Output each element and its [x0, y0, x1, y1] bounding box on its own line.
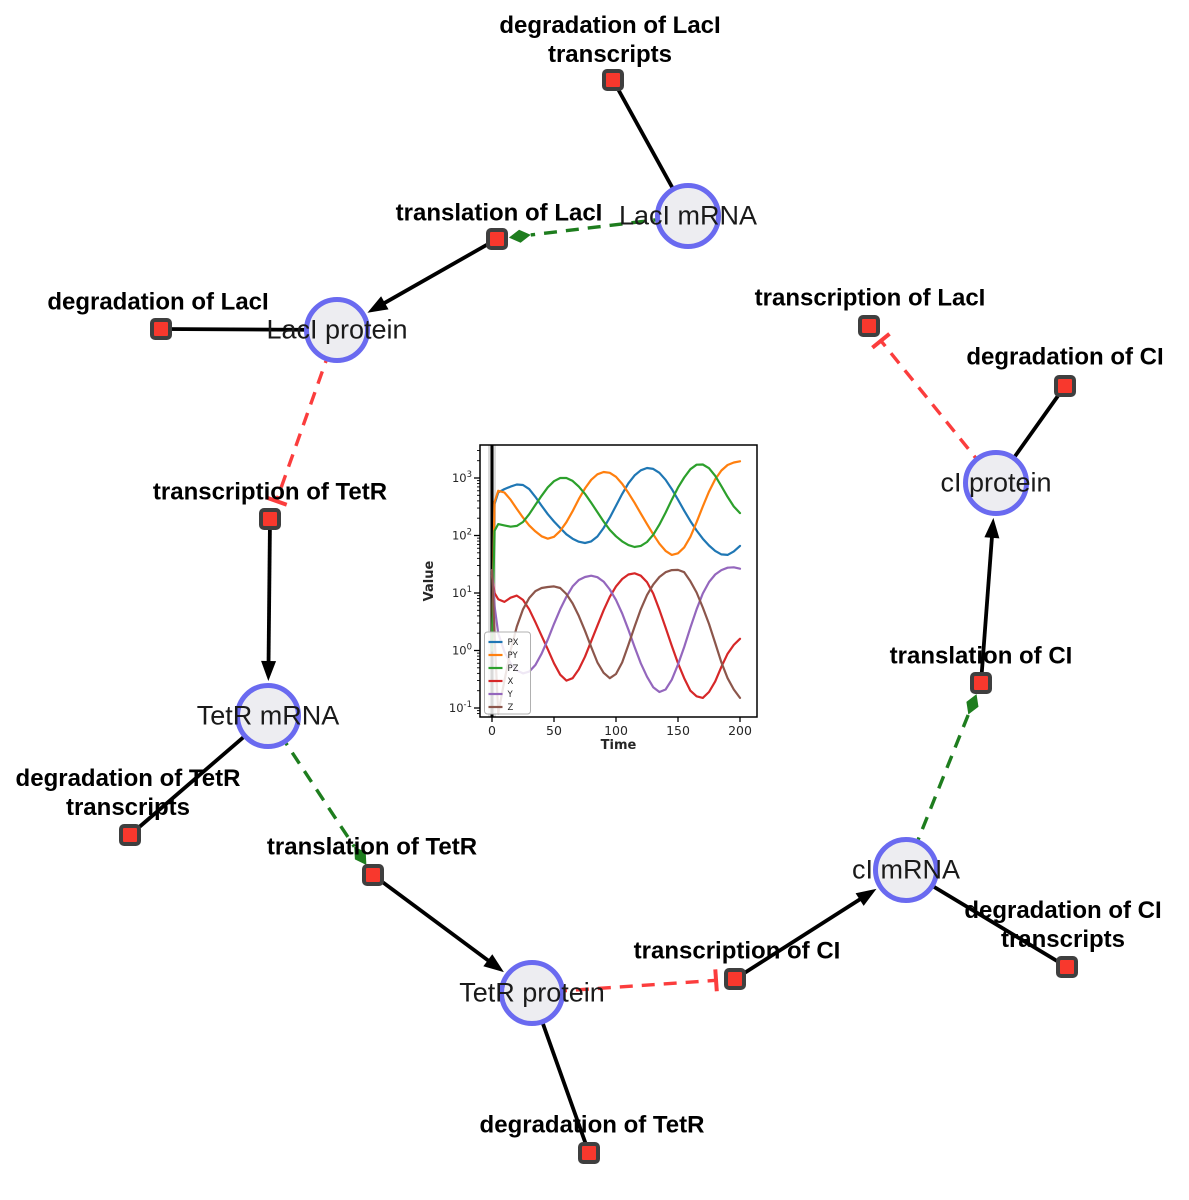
species-node-ci-mrna[interactable]: [873, 837, 939, 903]
edge-translation-laci-to-laci-protein-arrowhead: [367, 296, 389, 313]
edge-transcription-ci-to-ci-mrna-arrowhead: [855, 888, 877, 906]
species-node-tetr-mrna[interactable]: [235, 683, 301, 749]
edge-translation-laci-to-laci-protein: [380, 237, 498, 307]
reaction-node-deg-laci[interactable]: [150, 318, 172, 340]
x-axis-title: Time: [601, 738, 637, 753]
species-node-ci-protein[interactable]: [963, 450, 1029, 516]
reaction-label-deg-ci-transcripts: degradation of CI transcripts: [964, 897, 1162, 953]
legend-label-X: X: [508, 677, 514, 687]
y-axis-title: Value: [422, 560, 437, 601]
species-node-tetr-protein[interactable]: [499, 960, 565, 1026]
reaction-label-transcription-laci: transcription of LacI: [754, 284, 986, 312]
edge-translation-tetr-to-tetr-protein: [371, 873, 493, 965]
legend-label-PX: PX: [508, 638, 519, 648]
reaction-label-translation-laci: translation of LacI: [395, 199, 603, 227]
reaction-node-deg-tetr-transcripts[interactable]: [119, 824, 141, 846]
legend-box: [484, 631, 531, 715]
series-line-PZ: [490, 463, 742, 652]
reaction-node-translation-laci[interactable]: [486, 228, 508, 250]
reaction-node-deg-ci[interactable]: [1054, 375, 1076, 397]
edge-transcription-tetr-to-tetr-mrna-arrowhead: [261, 660, 277, 682]
edge-translation-tetr-to-tetr-protein-arrowhead: [483, 954, 504, 973]
y-tick-label-1e1: 101: [452, 585, 472, 600]
reaction-label-translation-ci: translation of CI: [889, 642, 1073, 670]
legend-label-Z: Z: [508, 703, 514, 713]
reaction-label-deg-laci: degradation of LacI: [47, 288, 269, 316]
reaction-label-transcription-ci: transcription of CI: [633, 937, 841, 965]
series-line-Y: [490, 566, 742, 694]
reaction-node-deg-laci-transcripts[interactable]: [602, 69, 624, 91]
y-tick-label-1e3: 103: [452, 470, 472, 485]
species-label-tetr-mrna: TetR mRNA: [196, 700, 340, 731]
reaction-node-transcription-tetr[interactable]: [259, 508, 281, 530]
y-tick-label-1e2: 102: [452, 528, 472, 543]
edge-laci-mrna-to-translation-laci-diamond-head: [508, 229, 531, 243]
edge-ci-mrna-to-translation-ci-diamond-head: [966, 694, 979, 715]
series-line-PY: [490, 460, 742, 652]
x-tick-label-50: 50: [546, 723, 562, 738]
x-tick-label-100: 100: [604, 723, 628, 738]
y-tick-label-1e-1: 10-1: [449, 700, 472, 715]
reaction-node-deg-ci-transcripts[interactable]: [1056, 956, 1078, 978]
y-tick-label-1e0: 100: [452, 643, 472, 658]
series-line-Z: [490, 568, 742, 715]
legend-label-PZ: PZ: [508, 664, 519, 674]
reaction-node-transcription-laci[interactable]: [858, 315, 880, 337]
species-node-laci-mrna[interactable]: [655, 183, 721, 249]
reaction-label-transcription-tetr: transcription of TetR: [152, 478, 388, 506]
species-label-ci-mrna: cI mRNA: [852, 854, 960, 885]
reaction-node-transcription-ci[interactable]: [724, 968, 746, 990]
series-line-X: [490, 572, 742, 700]
legend-label-Y: Y: [507, 690, 514, 700]
species-label-ci-protein: cI protein: [940, 467, 1052, 498]
edge-tetr-protein-to-transcription-ci-tbar-head: [713, 969, 719, 992]
reaction-label-deg-ci: degradation of CI: [966, 343, 1164, 371]
x-tick-label-0: 0: [488, 723, 496, 738]
x-tick-label-150: 150: [666, 723, 690, 738]
reaction-label-translation-tetr: translation of TetR: [266, 833, 478, 861]
edge-transcription-tetr-to-tetr-mrna: [266, 518, 272, 666]
legend-label-PY: PY: [508, 651, 519, 661]
reaction-label-deg-tetr: degradation of TetR: [479, 1111, 705, 1139]
reaction-label-deg-laci-transcripts: degradation of LacI transcripts: [499, 12, 721, 68]
species-label-tetr-protein: TetR protein: [459, 977, 605, 1008]
species-label-laci-protein: LacI protein: [266, 314, 408, 345]
reaction-node-deg-tetr[interactable]: [578, 1142, 600, 1164]
edge-translation-ci-to-ci-protein-arrowhead: [984, 517, 1000, 539]
reaction-label-deg-tetr-transcripts: degradation of TetR transcripts: [15, 765, 241, 821]
reaction-node-translation-ci[interactable]: [970, 672, 992, 694]
series-line-PX: [490, 466, 742, 652]
x-tick-label-200: 200: [728, 723, 752, 738]
reaction-node-translation-tetr[interactable]: [362, 864, 384, 886]
species-node-laci-protein[interactable]: [304, 297, 370, 363]
species-label-laci-mrna: LacI mRNA: [618, 200, 758, 231]
